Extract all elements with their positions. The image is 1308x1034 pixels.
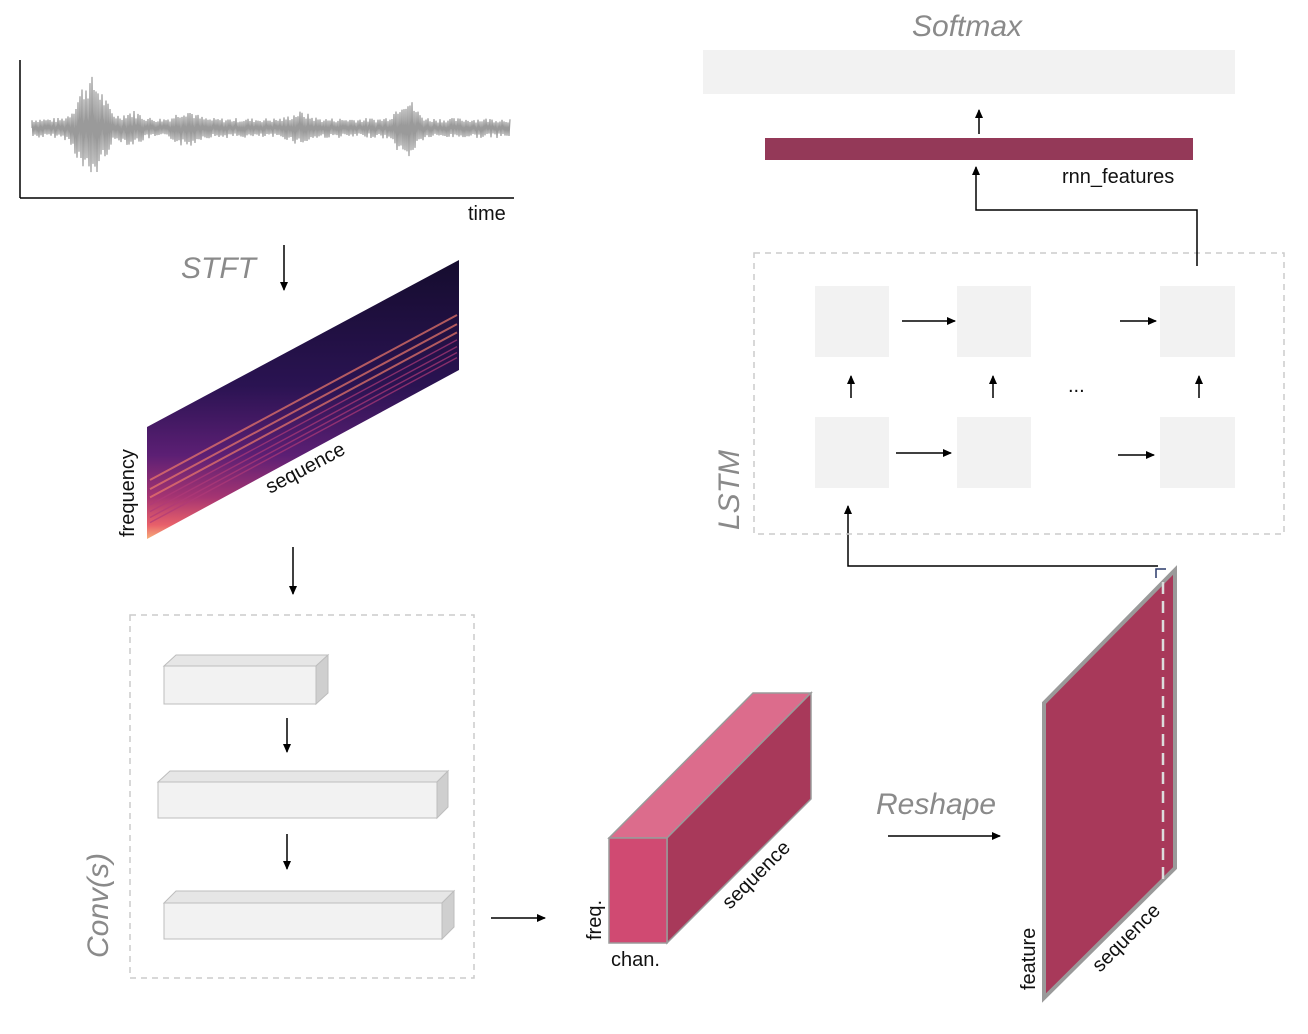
spectrogram-harmonic-line bbox=[149, 356, 458, 524]
tensor-chan-label: chan. bbox=[611, 949, 660, 971]
conv-layer-3 bbox=[162, 889, 456, 941]
lstm-cell-bottom-1 bbox=[815, 417, 889, 488]
spectrogram-frequency-label: frequency bbox=[117, 449, 139, 537]
conv-label: Conv(s) bbox=[82, 853, 115, 958]
rnn-features-label: rnn_features bbox=[1062, 166, 1174, 188]
stft-label: STFT bbox=[181, 252, 259, 285]
spectrogram-harmonic-line bbox=[149, 351, 458, 519]
lstm-dashed-border bbox=[753, 252, 1285, 535]
conv-block: Conv(s) bbox=[82, 614, 475, 979]
rnn-features-bar bbox=[765, 138, 1193, 160]
plane-feature-label: feature bbox=[1018, 928, 1040, 990]
spectrogram: sequence frequency bbox=[117, 260, 459, 539]
lstm-ellipsis: ... bbox=[1068, 375, 1085, 397]
softmax-label: Softmax bbox=[912, 10, 1023, 43]
spectrogram-harmonic-line bbox=[149, 323, 458, 490]
tensor-freq-label: freq. bbox=[584, 900, 606, 940]
reshaped-plane: sequence feature bbox=[1018, 565, 1177, 1003]
conv-dashed-border bbox=[129, 614, 475, 979]
softmax-box bbox=[703, 50, 1235, 94]
conv-layer-1 bbox=[162, 653, 330, 706]
spectrogram-harmonics bbox=[149, 314, 458, 524]
waveform-plot: time bbox=[19, 60, 514, 225]
time-axis-label: time bbox=[468, 203, 506, 225]
lstm-cell-bottom-2 bbox=[957, 417, 1031, 488]
reshape-label: Reshape bbox=[876, 788, 996, 821]
tensor-front-face bbox=[608, 837, 668, 944]
slice-bracket bbox=[1155, 568, 1166, 578]
lstm-cell-top-2 bbox=[957, 286, 1031, 357]
spectrogram-harmonic-line bbox=[149, 339, 458, 506]
lstm-cell-top-1 bbox=[815, 286, 889, 357]
spectrogram-harmonic-line bbox=[149, 314, 458, 481]
waveform-signal bbox=[31, 76, 511, 173]
conv-layer-2 bbox=[156, 769, 450, 820]
spectrogram-harmonic-line bbox=[149, 345, 458, 513]
lstm-to-features-arrow bbox=[972, 166, 1198, 266]
spectrogram-harmonic-line bbox=[149, 331, 458, 499]
lstm-cell-bottom-n bbox=[1160, 417, 1235, 488]
feature-tensor: sequence freq. chan. bbox=[584, 691, 813, 971]
lstm-label: LSTM bbox=[713, 450, 746, 530]
plane-to-lstm-arrow bbox=[844, 505, 1158, 567]
lstm-block: ... LSTM bbox=[713, 252, 1285, 535]
lstm-cell-top-n bbox=[1160, 286, 1235, 357]
